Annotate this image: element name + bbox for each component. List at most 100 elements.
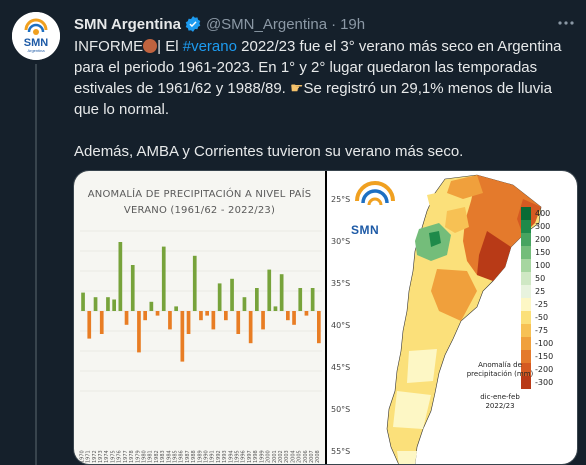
legend-label: -100 (535, 339, 554, 348)
legend-swatch (521, 337, 531, 350)
chart-tick-label: 2004 (290, 450, 296, 463)
chart-bar (224, 311, 228, 321)
chart-tick-label: 2002 (278, 450, 284, 463)
legend-label: 300 (535, 222, 551, 231)
chart-tick-label: 1973 (98, 450, 104, 463)
chart-bar (186, 311, 191, 334)
chart-tick-label: 1984 (166, 450, 172, 463)
chart-tick-label: 1977 (123, 450, 129, 463)
chart-tick-label: 1997 (247, 450, 253, 463)
legend-swatch (521, 220, 531, 233)
chart-bar (304, 311, 309, 316)
chart-bar (93, 297, 98, 311)
chart-subtitle: VERANO (1961/62 - 2022/23) (123, 205, 276, 216)
legend-swatch (521, 311, 531, 324)
chart-bar (236, 311, 241, 334)
latitude-label: 30°S (331, 237, 351, 246)
author-name[interactable]: SMN Argentina (74, 15, 181, 33)
author-handle[interactable]: @SMN_Argentina (205, 15, 328, 33)
chart-bar (161, 246, 166, 311)
chart-tick-label: 2006 (303, 450, 309, 463)
tweet-media[interactable]: ANOMALÍA DE PRECIPITACIÓN A NIVEL PAÍS V… (73, 170, 578, 465)
svg-text:Argentina: Argentina (27, 48, 45, 53)
chart-tick-label: 1989 (197, 450, 203, 463)
map-note-period: dic-ene-feb 2022/23 (480, 393, 520, 410)
chart-bar (155, 311, 160, 316)
legend-swatch (521, 285, 531, 298)
chart-bar (87, 311, 92, 339)
chart-tick-label: 1978 (129, 450, 135, 463)
latitude-label: 50°S (331, 405, 351, 414)
chart-bar (168, 311, 172, 330)
svg-text:SMN: SMN (24, 37, 49, 49)
legend-label: -75 (535, 326, 549, 335)
chart-title: ANOMALÍA DE PRECIPITACIÓN A NIVEL PAÍS (87, 189, 312, 200)
separator-dot: · (331, 15, 337, 33)
chart-tick-label: 2001 (272, 450, 278, 463)
brown-circle-emoji (143, 39, 158, 53)
argentina-map (386, 174, 542, 464)
latitude-label: 35°S (331, 279, 351, 288)
legend-label: -300 (535, 378, 554, 387)
chart-tick-label: 1994 (228, 450, 234, 463)
map-note-title: Anomalía de precipitación (mm) (466, 361, 534, 378)
hashtag-link[interactable]: #verano (182, 38, 237, 55)
legend-swatch (521, 272, 531, 285)
avatar[interactable]: SMN Argentina (12, 12, 60, 60)
latitude-label: 55°S (331, 447, 351, 456)
chart-tick-label: 1986 (179, 450, 185, 463)
chart-tick-label: 1979 (135, 450, 141, 463)
chart-bar (137, 311, 141, 353)
chart-bar (174, 306, 178, 311)
legend-label: 100 (535, 261, 551, 270)
legend-label: 50 (535, 274, 546, 283)
chart-bar (310, 288, 315, 311)
tweet-text-line-5: Además, AMBA y Corrientes tuvieron su ve… (74, 143, 464, 160)
chart-tick-label: 1996 (241, 450, 247, 463)
chart-bar (81, 292, 85, 311)
legend-swatch (521, 207, 531, 220)
chart-bar (205, 311, 209, 316)
map-image[interactable]: SMN 25°S 30°S 35°S 40°S 45°S 50°S 55°S 400 300 2… (327, 171, 577, 464)
more-options-icon[interactable] (556, 13, 576, 33)
chart-bar (317, 311, 321, 344)
chart-bar (267, 269, 272, 311)
chart-tick-label: 2005 (297, 450, 303, 463)
chart-tick-label: 1970 (79, 450, 85, 463)
latitude-label: 45°S (331, 363, 351, 372)
bar-chart: 1970 1971 1972 1973 1974 1975 1976 1977 1978 1979… (79, 230, 322, 463)
legend-label: -50 (535, 313, 549, 322)
chart-tick-label: 1971 (86, 450, 92, 463)
chart-bar (292, 311, 296, 325)
chart-bar (286, 311, 290, 321)
chart-tick-label: 1972 (92, 450, 98, 463)
chart-bar (230, 278, 234, 311)
legend-swatch (521, 259, 531, 272)
chart-tick-label: 1998 (253, 450, 259, 463)
legend-swatch (521, 233, 531, 246)
chart-tick-label: 1976 (117, 450, 123, 463)
chart-tick-label: 1980 (142, 450, 148, 463)
chart-bar (261, 311, 265, 330)
chart-bar (298, 288, 303, 311)
chart-tick-label: 1993 (222, 450, 228, 463)
legend-label: -200 (535, 365, 554, 374)
chart-tick-label: 1987 (185, 450, 191, 463)
chart-tick-label: 1975 (110, 450, 116, 463)
legend-label: -25 (535, 300, 549, 309)
tweet-text-line-4: que lo normal. (74, 101, 170, 118)
tweet-text-line-3: estivales de 1961/62 y 1988/89. ☛Se regi… (74, 80, 552, 97)
chart-image[interactable]: ANOMALÍA DE PRECIPITACIÓN A NIVEL PAÍS V… (74, 171, 325, 464)
legend-label: 25 (535, 287, 546, 296)
media-divider (325, 171, 327, 464)
legend-swatch (521, 298, 531, 311)
smn-map-logo-icon (355, 181, 395, 206)
legend-label: -150 (535, 352, 554, 361)
verified-badge-icon (185, 16, 201, 32)
tweet-time[interactable]: 19h (340, 15, 366, 33)
legend-label: 400 (535, 209, 551, 218)
legend-swatch (521, 376, 531, 389)
tweet-text-line-2: para el periodo 1961-2023. En 1° y 2° lu… (74, 59, 538, 76)
chart-bar (130, 265, 135, 311)
